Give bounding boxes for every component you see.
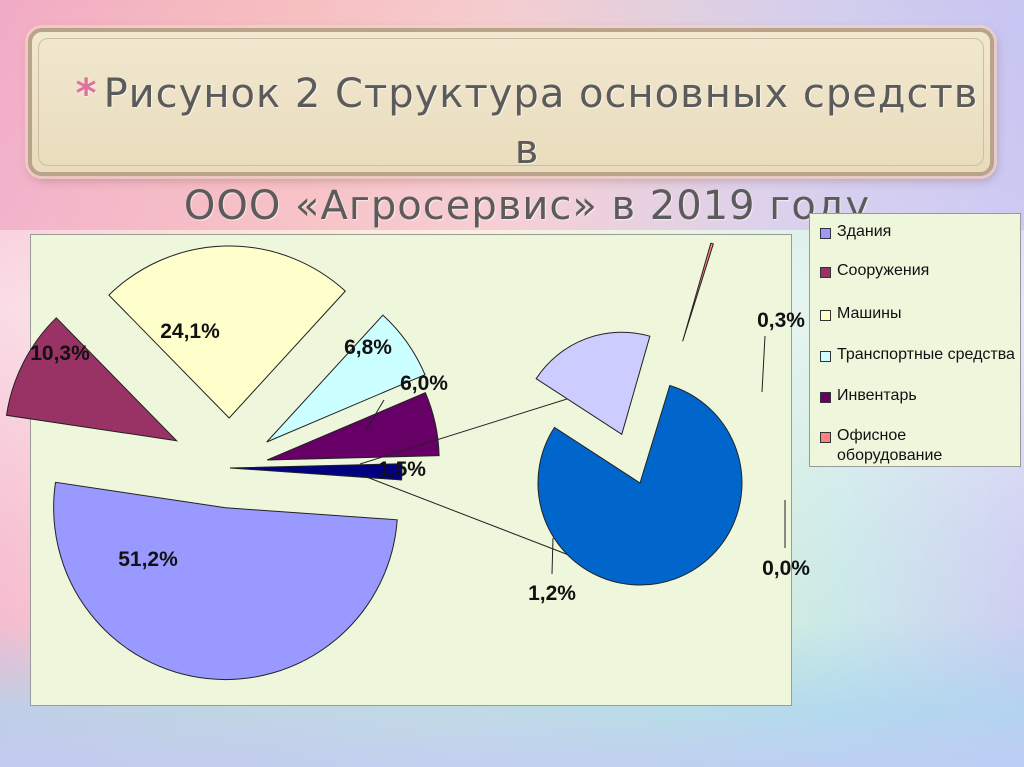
slice-buildings [53, 481, 398, 681]
title-panel: * Рисунок 2 Структура основных средств в … [28, 28, 994, 229]
title-line-1: Рисунок 2 Структура основных средств в [103, 71, 979, 173]
legend-label: Сооружения [837, 262, 930, 279]
title-line-2: ООО «Агросервис» в 2019 году [183, 183, 871, 229]
data-label-slice-vehicles: 6,8% [344, 336, 392, 359]
legend-item-structures: Сооружения [820, 261, 1015, 281]
leader-line-6-0 [365, 399, 385, 431]
data-label-slice-inventory: 6,0% [400, 372, 448, 395]
legend-item-inventory: Инвентарь [820, 386, 1015, 406]
legend-swatch [820, 351, 831, 362]
legend-swatch [820, 310, 831, 321]
leader-line-1-2 [551, 537, 554, 575]
legend-item-buildings: Здания [820, 222, 1015, 242]
legend-swatch [820, 392, 831, 403]
legend-label: Здания [837, 223, 892, 240]
data-label-sub-slice-1: 1,2% [528, 582, 576, 605]
slice-structures [5, 317, 178, 442]
legend-label: Транспортные средства [837, 346, 1015, 363]
slice-vehicles [266, 314, 426, 443]
legend-label: Инвентарь [837, 387, 917, 404]
legend-item-machines: Машины [820, 304, 1015, 324]
legend-label: Машины [837, 305, 902, 322]
sub-slice-3 [682, 242, 714, 342]
sub-slice-1 [537, 384, 743, 586]
data-label-sub-slice-2: 0,3% [757, 309, 805, 332]
title-bullet: * [75, 71, 98, 117]
data-label-slice-structures: 10,3% [30, 342, 90, 365]
slice-inventory [266, 392, 440, 461]
leader-line-0-3 [761, 335, 766, 393]
legend-item-office-equipment: Офисное оборудование [820, 426, 1015, 466]
legend-item-vehicles: Транспортные средства [820, 345, 1015, 365]
legend-swatch [820, 267, 831, 278]
legend-swatch [820, 432, 831, 443]
data-label-slice-machines: 24,1% [160, 320, 220, 343]
legend-swatch [820, 228, 831, 239]
sub-slice-2 [535, 331, 651, 436]
slice-machines [108, 245, 347, 419]
data-label-slice-buildings: 51,2% [118, 548, 178, 571]
legend-label: Офисное оборудование [837, 427, 943, 464]
title-panel-inner-border [38, 38, 984, 166]
slide-title: * Рисунок 2 Структура основных средств в … [62, 66, 992, 234]
chart-legend: Здания Сооружения Машины Транспортные ср… [809, 213, 1021, 467]
data-label-slice-other: 1,5% [378, 458, 426, 481]
slice-other [229, 463, 403, 481]
data-label-sub-slice-3: 0,0% [762, 557, 810, 580]
